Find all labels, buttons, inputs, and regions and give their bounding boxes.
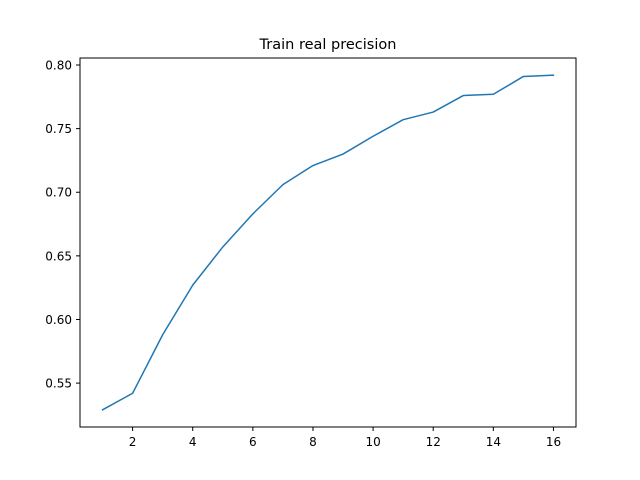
y-tick-label: 0.55 [45,377,72,391]
x-tick-label: 6 [249,435,257,449]
y-axis: 0.55 0.60 0.65 0.70 0.75 0.80 [45,58,80,391]
series-layer [101,74,555,411]
y-tick-label: 0.60 [45,313,72,327]
y-tick-label: 0.65 [45,249,72,263]
y-tick-label: 0.80 [45,58,72,72]
series-line [101,74,555,411]
x-tick-label: 12 [426,435,441,449]
x-tick-label: 4 [189,435,197,449]
y-tick-label: 0.75 [45,122,72,136]
chart-title: Train real precision [259,37,397,53]
x-axis: 2 4 6 8 10 12 14 16 [129,427,561,449]
y-tick-label: 0.70 [45,186,72,200]
x-tick-label: 8 [309,435,317,449]
plot-area-frame [79,57,577,428]
x-tick-label: 14 [486,435,501,449]
x-tick-label: 10 [365,435,380,449]
x-tick-label: 16 [546,435,561,449]
x-tick-label: 2 [129,435,137,449]
